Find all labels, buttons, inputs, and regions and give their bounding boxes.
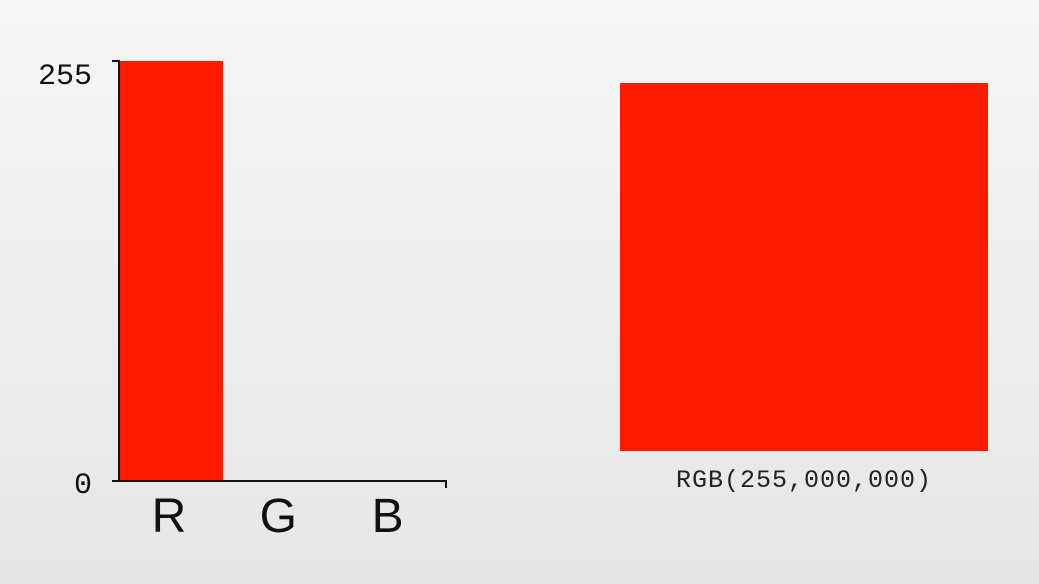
category-label-g: G [260, 490, 297, 543]
bars-group [119, 61, 223, 481]
y-tick-label-min: 0 [74, 469, 92, 503]
color-swatch [620, 83, 988, 451]
category-label-r: R [152, 490, 187, 543]
category-label-b: B [372, 490, 404, 543]
y-tick-label-max: 255 [38, 60, 92, 94]
color-swatch-caption: RGB(255,000,000) [675, 466, 933, 495]
bar-r [119, 61, 223, 481]
